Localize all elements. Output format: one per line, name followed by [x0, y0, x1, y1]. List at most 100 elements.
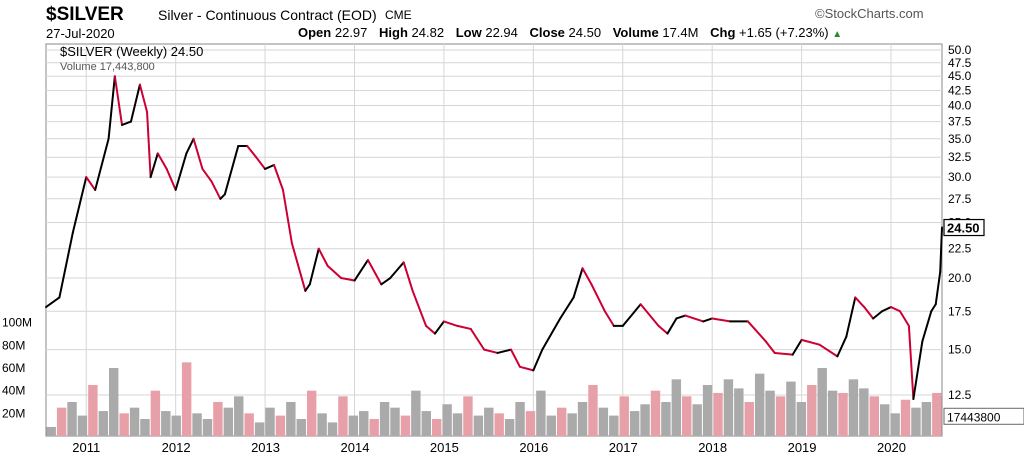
price-segment: [711, 317, 732, 323]
price-legend: $SILVER (Weekly) 24.50: [60, 44, 203, 59]
volume-axis: 100M 80M 60M 40M 20M: [2, 316, 32, 421]
stockcharts-logo[interactable]: ©StockCharts.com: [815, 6, 924, 21]
price-segment: [185, 137, 195, 155]
price-segment: [380, 277, 392, 286]
volume-bar: [213, 402, 223, 436]
price-segment: [930, 303, 937, 313]
time-axis: 2011 2012 2013 2014 2015 2016 2017 2018 2019 2020: [72, 440, 906, 455]
volume-tick-label: 20M: [2, 406, 25, 420]
price-segment: [541, 317, 562, 351]
quote-date: 27-Jul-2020: [46, 26, 115, 41]
volume-bar: [682, 396, 692, 436]
time-tick-label: 2016: [519, 440, 548, 455]
price-segment: [317, 247, 329, 267]
volume-bar: [650, 390, 661, 436]
price-segment: [146, 110, 152, 179]
volume-bar: [744, 402, 754, 436]
price-segment: [281, 188, 293, 245]
exchange-label: CME: [385, 8, 412, 22]
volume-bar: [56, 407, 67, 436]
price-segment: [219, 193, 226, 200]
volume-bar: [296, 419, 306, 436]
price-segment: [210, 180, 222, 200]
volume-bar: [734, 388, 744, 436]
volume-bar: [754, 373, 765, 436]
volume-bar: [171, 415, 181, 436]
time-tick-label: 2018: [698, 440, 727, 455]
price-segment: [223, 144, 240, 196]
price-segment: [603, 310, 615, 327]
price-segment: [174, 152, 188, 191]
price-segment: [921, 310, 933, 343]
volume-tick-label: 60M: [2, 361, 25, 375]
low-value: 22.94: [485, 25, 518, 40]
volume-bar: [129, 407, 140, 436]
price-segment: [264, 163, 276, 170]
time-tick-label: 2011: [72, 440, 100, 455]
price-segment: [304, 283, 311, 292]
volume-bar: [46, 426, 56, 436]
price-segment: [94, 137, 110, 191]
volume-bar: [234, 396, 244, 436]
current-price-label: 24.50: [947, 221, 980, 236]
price-segment: [898, 310, 910, 327]
price-segment: [675, 314, 687, 320]
volume-bar: [723, 379, 734, 436]
volume-bar: [140, 419, 150, 436]
volume-bar: [921, 402, 932, 436]
price-segment: [939, 226, 943, 273]
price-segment: [496, 348, 512, 354]
price-segment: [411, 289, 428, 327]
volume-bar: [463, 396, 473, 436]
open-value: 22.97: [334, 25, 368, 40]
price-segment: [113, 75, 124, 126]
price-segment: [590, 283, 606, 313]
time-tick-label: 2020: [877, 440, 906, 455]
volume-bar: [359, 411, 369, 436]
volume-bar: [702, 385, 713, 436]
price-segment: [639, 303, 660, 327]
price-segment: [907, 324, 915, 401]
price-segment: [308, 247, 320, 286]
volume-bar: [442, 404, 452, 436]
price-segment: [518, 365, 535, 372]
price-segment: [255, 156, 267, 170]
source-label: StockCharts.com: [824, 6, 924, 21]
volume-bar: [317, 413, 327, 436]
volume-bar: [109, 368, 119, 436]
volume-bar: [859, 388, 869, 436]
volume-bar: [181, 362, 192, 436]
volume-bar: [900, 399, 911, 436]
price-segment: [746, 320, 767, 343]
close-value: 24.50: [568, 25, 602, 40]
copyright-icon: ©: [815, 6, 825, 21]
price-segment: [273, 163, 284, 191]
volume-bar: [88, 385, 98, 436]
volume-bar: [817, 368, 827, 436]
volume-bar: [306, 390, 317, 436]
volume-bar: [536, 390, 546, 436]
volume-bar: [671, 379, 682, 436]
price-tick-label: 45.0: [948, 69, 972, 83]
volume-bar: [796, 402, 807, 436]
volume-legend: Volume 17,443,800: [60, 61, 155, 73]
volume-bar: [932, 392, 942, 436]
price-tick-label: 40.0: [948, 99, 972, 113]
price-tick-label: 32.5: [948, 150, 972, 164]
price-segment: [456, 324, 472, 330]
volume-bar: [629, 411, 640, 436]
price-segment: [149, 152, 159, 179]
volume-bar: [327, 422, 338, 436]
price-segment: [469, 327, 486, 351]
price-segment: [326, 264, 343, 280]
price-tick-label: 47.5: [948, 56, 972, 70]
volume-bar: [473, 415, 484, 436]
current-price-box: [943, 218, 985, 237]
current-value-markers: 24.50 17443800: [943, 218, 1024, 425]
price-tick-label: 22.5: [948, 242, 972, 256]
price-segment: [121, 120, 132, 126]
volume-bar: [577, 402, 588, 436]
volume-bars: [46, 362, 942, 436]
volume-bar: [807, 385, 817, 436]
